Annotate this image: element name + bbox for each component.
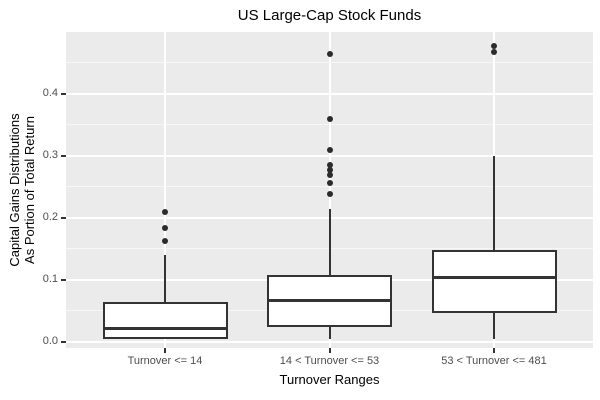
y-tick-label: 0.3 [42, 148, 58, 161]
y-axis-title: Capital Gains Distributions As Portion o… [7, 20, 37, 360]
outlier-point [491, 42, 497, 49]
x-tick-label: 14 < Turnover <= 53 [279, 355, 380, 367]
median-line [267, 299, 392, 303]
outlier-point [326, 116, 333, 123]
lower-whisker [493, 313, 495, 339]
y-tick-label: 0.4 [42, 86, 58, 99]
outlier-point [326, 172, 333, 179]
outlier-point [326, 191, 333, 198]
y-tick-mark [61, 216, 66, 219]
box-iqr [102, 301, 228, 339]
x-tick-label: 53 < Turnover <= 481 [441, 355, 547, 367]
outlier-point [326, 167, 333, 174]
upper-whisker [493, 155, 495, 251]
x-axis-title: Turnover Ranges [279, 372, 380, 387]
plot-panel [66, 32, 593, 348]
outlier-point [326, 147, 333, 154]
gridline-vertical [164, 32, 166, 348]
outlier-point [326, 180, 333, 187]
outlier-point [491, 48, 497, 55]
x-tick-label: Turnover <= 14 [127, 355, 203, 367]
x-tick-mark [328, 348, 331, 353]
y-tick-label: 0.1 [42, 272, 58, 285]
y-axis-title-line1: Capital Gains Distributions [7, 113, 22, 267]
gridline-vertical [328, 32, 331, 348]
chart-title: US Large-Cap Stock Funds [237, 7, 422, 24]
y-tick-label: 0.0 [42, 334, 58, 347]
x-tick-mark [164, 348, 166, 353]
outlier-point [326, 162, 333, 169]
y-tick-mark [61, 340, 66, 343]
x-tick-mark [493, 348, 495, 353]
outlier-point [326, 51, 333, 58]
y-tick-label: 0.2 [42, 210, 58, 223]
median-line [431, 276, 557, 280]
upper-whisker [328, 208, 331, 275]
y-axis-title-line2: As Portion of Total Return [22, 116, 37, 264]
upper-whisker [164, 255, 166, 302]
y-tick-mark [61, 92, 66, 95]
box-iqr [431, 250, 557, 314]
outlier-point [162, 224, 168, 231]
median-line [102, 327, 228, 331]
y-tick-mark [61, 278, 66, 281]
lower-whisker [328, 326, 331, 340]
outlier-point [162, 237, 168, 244]
y-tick-mark [61, 154, 66, 157]
outlier-point [162, 208, 168, 215]
